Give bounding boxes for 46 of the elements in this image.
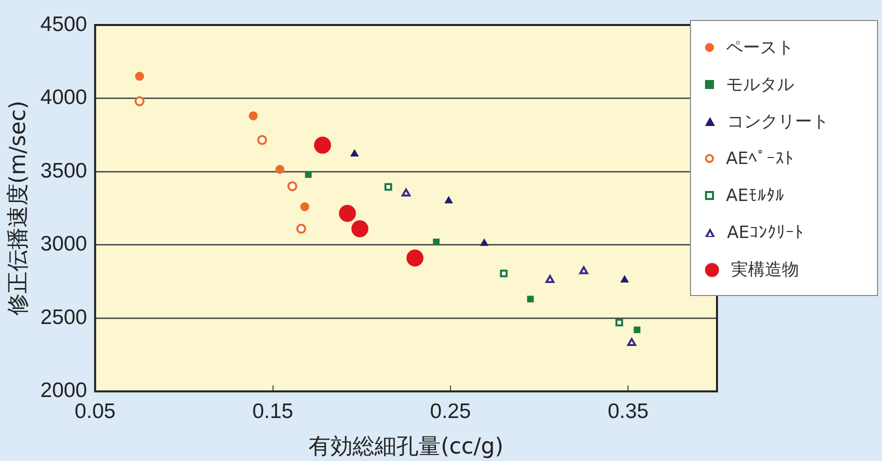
legend-label: 実構造物 xyxy=(731,259,799,281)
y-tick-label: 3500 xyxy=(40,159,88,182)
point xyxy=(546,275,554,284)
x-tick-label: 0.35 xyxy=(608,400,649,423)
point xyxy=(134,96,145,106)
point xyxy=(402,188,411,197)
point xyxy=(338,204,356,222)
point xyxy=(527,296,534,302)
y-tick-label: 4000 xyxy=(40,86,88,110)
point xyxy=(444,196,453,204)
point xyxy=(627,338,636,346)
point xyxy=(500,270,508,278)
point xyxy=(135,72,144,81)
point xyxy=(305,171,312,178)
x-tick-label: 0.25 xyxy=(430,400,471,423)
point xyxy=(296,224,306,234)
y-tick-label: 4500 xyxy=(40,12,88,36)
legend-label: コンクリート xyxy=(727,111,829,133)
point xyxy=(480,238,488,246)
legend-label: AEﾍﾟｰｽﾄ xyxy=(726,148,794,168)
point xyxy=(384,183,392,191)
point xyxy=(406,250,424,267)
point xyxy=(300,202,310,212)
y-tick-label: 3000 xyxy=(40,232,88,256)
x-axis-title: 有効総細孔量(cc/g) xyxy=(308,434,504,460)
point xyxy=(351,220,368,238)
point xyxy=(634,326,640,334)
point xyxy=(350,149,358,156)
legend-label: モルタル xyxy=(726,74,794,96)
legend-label: ペースト xyxy=(726,37,794,59)
legend-label: AEﾓﾙﾀﾙ xyxy=(726,186,784,206)
point xyxy=(432,238,440,246)
point xyxy=(314,136,332,154)
point xyxy=(579,266,588,274)
y-tick-label: 2500 xyxy=(40,306,88,329)
point xyxy=(275,164,284,174)
y-tick-label: 2000 xyxy=(40,379,88,402)
point xyxy=(287,181,298,192)
point xyxy=(248,111,258,120)
y-axis-title: 修正伝播速度(m/sec) xyxy=(6,100,31,316)
point xyxy=(615,318,624,326)
x-tick-label: 0.15 xyxy=(252,400,294,423)
legend-label: AEｺﾝｸﾘｰﾄ xyxy=(727,222,804,242)
point xyxy=(620,276,629,283)
point xyxy=(257,135,268,146)
x-tick-label: 0.05 xyxy=(74,400,116,423)
